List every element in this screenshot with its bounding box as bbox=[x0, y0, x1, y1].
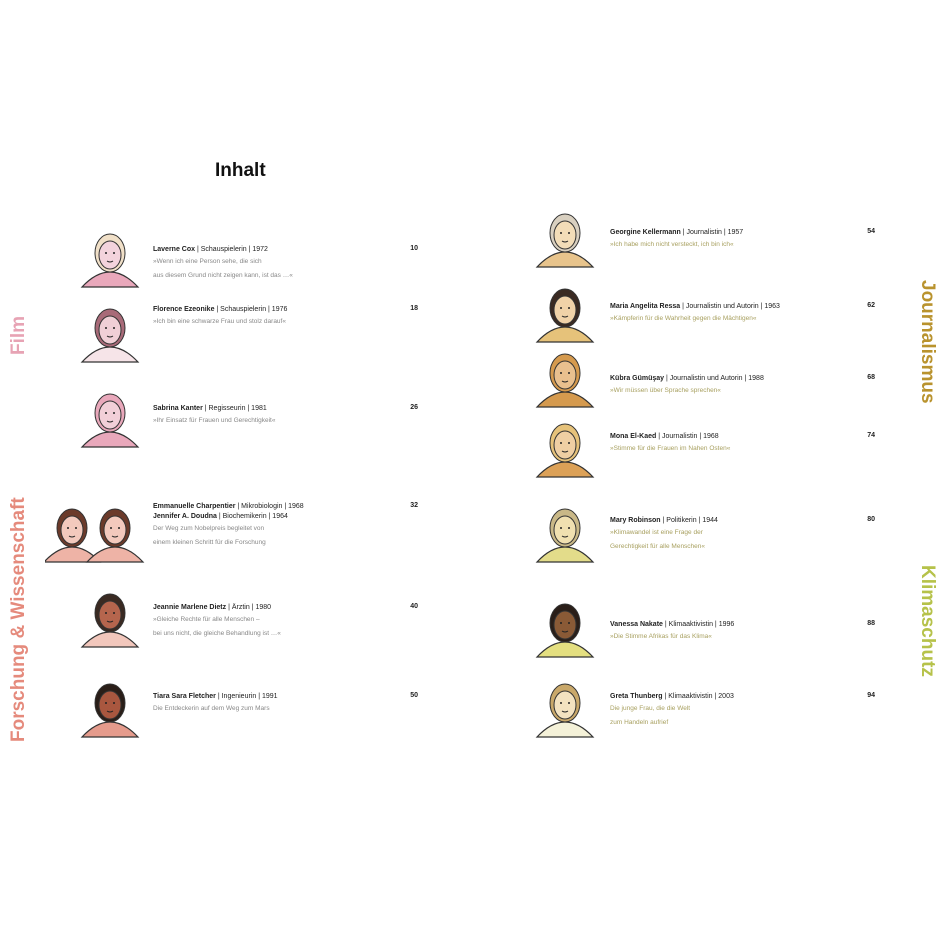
entry-title: Kübra Gümüşay | Journalistin und Autorin… bbox=[610, 375, 764, 382]
page-number[interactable]: 32 bbox=[410, 502, 418, 509]
entry-description: »Wenn ich eine Person sehe, die sich bbox=[153, 258, 262, 265]
entry-title: Greta Thunberg | Klimaaktivistin | 2003 bbox=[610, 693, 734, 700]
toc-entry[interactable]: Laverne Cox | Schauspielerin | 1972 »Wenn… bbox=[153, 245, 418, 283]
entry-description: »Die Stimme Afrikas für das Klima« bbox=[610, 633, 712, 640]
toc-entry[interactable]: Mona El-Kaed | Journalistin | 1968 »Stimm… bbox=[610, 432, 875, 456]
portrait-illustration bbox=[535, 288, 595, 343]
toc-entry[interactable]: Sabrina Kanter | Regisseurin | 1981 »Ihr … bbox=[153, 404, 418, 428]
page-number[interactable]: 88 bbox=[867, 620, 875, 627]
entry-title: Vanessa Nakate | Klimaaktivistin | 1996 bbox=[610, 621, 735, 628]
entry-description: »Stimme für die Frauen im Nahen Osten« bbox=[610, 445, 731, 452]
portrait-illustration bbox=[80, 393, 140, 448]
toc-entry[interactable]: Georgine Kellermann | Journalistin | 195… bbox=[610, 228, 875, 252]
page-title: Inhalt bbox=[215, 160, 266, 181]
toc-entry[interactable]: Jeannie Marlene Dietz | Ärztin | 1980 »Gl… bbox=[153, 603, 418, 641]
toc-entry[interactable]: Mary Robinson | Politikerin | 1944 »Klima… bbox=[610, 516, 875, 554]
entry-description: »Ihr Einsatz für Frauen und Gerechtigkei… bbox=[153, 417, 276, 424]
entry-title: Mona El-Kaed | Journalistin | 1968 bbox=[610, 433, 719, 440]
portrait-illustration bbox=[80, 683, 140, 738]
toc-entry[interactable]: Maria Angelita Ressa | Journalistin und … bbox=[610, 302, 875, 326]
toc-entry[interactable]: Tiara Sara Fletcher | Ingenieurin | 1991… bbox=[153, 692, 418, 716]
portrait-illustration bbox=[80, 308, 140, 363]
portrait-illustration bbox=[45, 508, 145, 563]
portrait-illustration bbox=[535, 603, 595, 658]
page-number[interactable]: 54 bbox=[867, 228, 875, 235]
section-label-climate: Klimaschutz bbox=[917, 565, 938, 677]
section-label-film: Film bbox=[8, 315, 29, 355]
entry-description: bei uns nicht, die gleiche Behandlung is… bbox=[153, 630, 281, 637]
entry-title: Emmanuelle Charpentier | Mikrobiologin |… bbox=[153, 503, 304, 510]
entry-title: Laverne Cox | Schauspielerin | 1972 bbox=[153, 246, 268, 253]
page-number[interactable]: 80 bbox=[867, 516, 875, 523]
page-number[interactable]: 94 bbox=[867, 692, 875, 699]
entry-description: aus diesem Grund nicht zeigen kann, ist … bbox=[153, 272, 293, 279]
entry-description: »Ich habe mich nicht versteckt, ich bin … bbox=[610, 241, 734, 248]
page-number[interactable]: 18 bbox=[410, 305, 418, 312]
entry-title: Mary Robinson | Politikerin | 1944 bbox=[610, 517, 718, 524]
entry-description: »Wir müssen über Sprache sprechen« bbox=[610, 387, 721, 394]
entry-title: Jeannie Marlene Dietz | Ärztin | 1980 bbox=[153, 604, 272, 611]
portrait-illustration bbox=[80, 593, 140, 648]
page-number[interactable]: 26 bbox=[410, 404, 418, 411]
section-label-science: Forschung & Wissenschaft bbox=[8, 497, 29, 742]
page-number[interactable]: 74 bbox=[867, 432, 875, 439]
entry-description: zum Handeln aufrief bbox=[610, 719, 669, 726]
page-number[interactable]: 40 bbox=[410, 603, 418, 610]
entry-description: »Ich bin eine schwarze Frau und stolz da… bbox=[153, 318, 286, 325]
entry-description: »Klimawandel ist eine Frage der bbox=[610, 529, 703, 536]
portrait-illustration bbox=[535, 213, 595, 268]
portrait-illustration bbox=[535, 683, 595, 738]
entry-title: Sabrina Kanter | Regisseurin | 1981 bbox=[153, 405, 267, 412]
entry-title: Tiara Sara Fletcher | Ingenieurin | 1991 bbox=[153, 693, 278, 700]
section-label-journalism: Journalismus bbox=[917, 280, 938, 404]
entry-description: »Gleiche Rechte für alle Menschen – bbox=[153, 616, 260, 623]
toc-entry[interactable]: Vanessa Nakate | Klimaaktivistin | 1996 »… bbox=[610, 620, 875, 644]
toc-entry[interactable]: Kübra Gümüşay | Journalistin und Autorin… bbox=[610, 374, 875, 398]
entry-title-2: Jennifer A. Doudna | Biochemikerin | 196… bbox=[153, 513, 288, 520]
page-number[interactable]: 50 bbox=[410, 692, 418, 699]
entry-description: »Kämpferin für die Wahrheit gegen die Mä… bbox=[610, 315, 757, 322]
portrait-illustration bbox=[535, 423, 595, 478]
page-number[interactable]: 62 bbox=[867, 302, 875, 309]
toc-entry[interactable]: Greta Thunberg | Klimaaktivistin | 2003 D… bbox=[610, 692, 875, 730]
toc-entry[interactable]: Florence Ezeonike | Schauspielerin | 197… bbox=[153, 305, 418, 329]
entry-description: Die Entdeckerin auf dem Weg zum Mars bbox=[153, 705, 270, 712]
portrait-illustration bbox=[80, 233, 140, 288]
entry-description: Der Weg zum Nobelpreis begleitet von bbox=[153, 525, 265, 532]
entry-description: einem kleinen Schritt für die Forschung bbox=[153, 539, 266, 546]
entry-description: Gerechtigkeit für alle Menschen« bbox=[610, 543, 706, 550]
portrait-illustration bbox=[535, 353, 595, 408]
page-number[interactable]: 10 bbox=[410, 245, 418, 252]
page-number[interactable]: 68 bbox=[867, 374, 875, 381]
toc-entry[interactable]: Emmanuelle Charpentier | Mikrobiologin |… bbox=[153, 502, 418, 550]
entry-title: Maria Angelita Ressa | Journalistin und … bbox=[610, 303, 780, 310]
entry-title: Florence Ezeonike | Schauspielerin | 197… bbox=[153, 306, 288, 313]
entry-description: Die junge Frau, die die Welt bbox=[610, 705, 691, 712]
entry-title: Georgine Kellermann | Journalistin | 195… bbox=[610, 229, 744, 236]
portrait-illustration bbox=[535, 508, 595, 563]
